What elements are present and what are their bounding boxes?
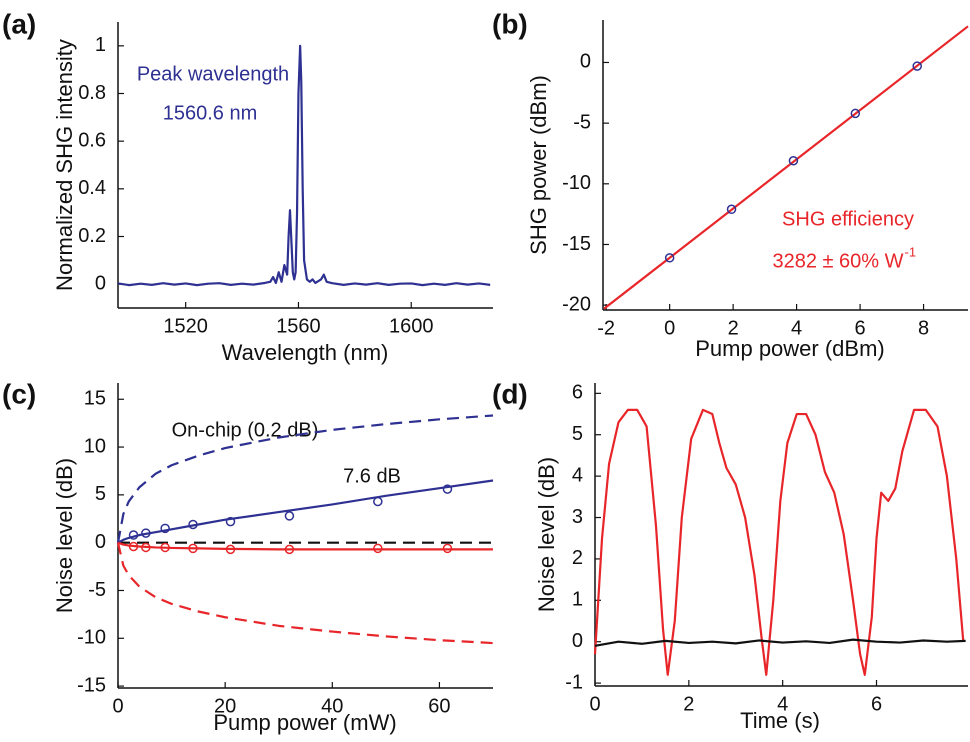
data-point — [188, 519, 198, 530]
data-line — [117, 479, 494, 544]
x-tick-label: 1520 — [163, 315, 208, 337]
y-tick-label: -1 — [565, 671, 583, 693]
data-point — [664, 253, 675, 263]
y-tick-label: -10 — [77, 627, 106, 649]
x-tick-label: -2 — [597, 317, 615, 339]
data-line — [603, 25, 969, 310]
data-point — [442, 484, 453, 494]
annotation: 7.6 dB — [343, 465, 401, 487]
y-tick-label: 1 — [572, 589, 583, 611]
data-point — [850, 108, 861, 119]
data-point — [141, 542, 151, 553]
data-point — [160, 542, 170, 553]
data-point — [160, 523, 170, 534]
x-tick-label: 4 — [777, 693, 788, 715]
y-tick-label: -10 — [562, 172, 591, 194]
y-tick-label: 0.8 — [78, 82, 106, 104]
data-point — [373, 496, 383, 507]
y-tick-label: 0.6 — [78, 129, 106, 151]
y-tick-label: 5 — [95, 483, 106, 505]
y-tick-label: 0 — [95, 531, 106, 553]
y-axis-label: Noise level (dB) — [52, 458, 77, 613]
data-point — [225, 544, 236, 555]
y-tick-label: 3 — [572, 506, 583, 528]
data-line — [117, 541, 493, 551]
data-point — [128, 530, 139, 540]
x-tick-label: 0 — [589, 693, 600, 715]
y-tick-label: -15 — [562, 233, 591, 255]
y-tick-label: 15 — [84, 388, 106, 410]
x-tick-label: 0 — [664, 317, 675, 339]
y-tick-label: 1 — [95, 34, 106, 56]
y-tick-label: 6 — [572, 382, 583, 404]
data-point — [726, 204, 737, 215]
data-point — [284, 511, 295, 521]
data-point — [141, 528, 151, 538]
data-line — [116, 542, 494, 645]
annotation: On-chip (0.2 dB) — [172, 419, 319, 441]
annotation: SHG efficiency — [782, 208, 914, 230]
x-tick-label: 8 — [918, 317, 929, 339]
x-axis-label: Pump power (dBm) — [695, 336, 885, 361]
y-axis-label: Normalized SHG intensity — [52, 39, 77, 291]
data-point — [225, 516, 236, 527]
data-point — [788, 156, 799, 166]
panel-label: (a) — [2, 8, 36, 39]
y-tick-label: -15 — [77, 674, 106, 696]
x-tick-label: 6 — [871, 693, 882, 715]
data-point — [284, 544, 295, 555]
x-tick-label: 60 — [428, 695, 450, 717]
data-line — [594, 638, 966, 647]
data-point — [128, 541, 139, 552]
x-tick-label: 40 — [321, 695, 343, 717]
x-tick-label: 2 — [728, 317, 739, 339]
panel-label: (d) — [492, 378, 528, 409]
annotation-exponent: -1 — [905, 244, 917, 259]
x-tick-label: 1600 — [389, 315, 434, 337]
y-tick-label: 5 — [572, 423, 583, 445]
x-tick-label: 6 — [855, 317, 866, 339]
y-axis-label: SHG power (dBm) — [526, 75, 551, 255]
y-tick-label: 0.4 — [78, 177, 106, 199]
y-tick-label: -20 — [562, 293, 591, 315]
x-axis-label: Pump power (mW) — [213, 710, 396, 735]
data-point — [188, 543, 198, 554]
annotation: 1560.6 nm — [163, 102, 258, 124]
panel-label: (b) — [492, 8, 528, 39]
data-point — [912, 61, 922, 71]
x-axis-label: Time (s) — [740, 708, 820, 733]
y-tick-label: 0 — [572, 630, 583, 652]
y-tick-label: 0 — [580, 51, 591, 73]
y-tick-label: 10 — [84, 435, 106, 457]
data-point — [373, 543, 383, 554]
x-tick-label: 0 — [112, 695, 123, 717]
x-axis-label: Wavelength (nm) — [222, 340, 389, 365]
data-line — [117, 44, 491, 287]
data-line — [593, 408, 965, 676]
y-tick-label: 4 — [572, 464, 583, 486]
annotation: Peak wavelength — [137, 63, 289, 85]
y-tick-label: 2 — [572, 547, 583, 569]
y-tick-label: 0.2 — [78, 225, 106, 247]
x-tick-label: 1560 — [276, 315, 321, 337]
y-axis-label: Noise level (dB) — [534, 457, 559, 612]
y-tick-label: 0 — [95, 272, 106, 294]
data-line — [116, 414, 494, 543]
y-tick-label: -5 — [88, 579, 106, 601]
x-tick-label: 2 — [683, 693, 694, 715]
x-tick-label: 20 — [214, 695, 236, 717]
panel-label: (c) — [2, 378, 36, 409]
annotation: 3282 ± 60% W — [772, 250, 903, 272]
x-tick-label: 4 — [791, 317, 802, 339]
data-point — [442, 543, 453, 554]
y-tick-label: -5 — [573, 111, 591, 133]
